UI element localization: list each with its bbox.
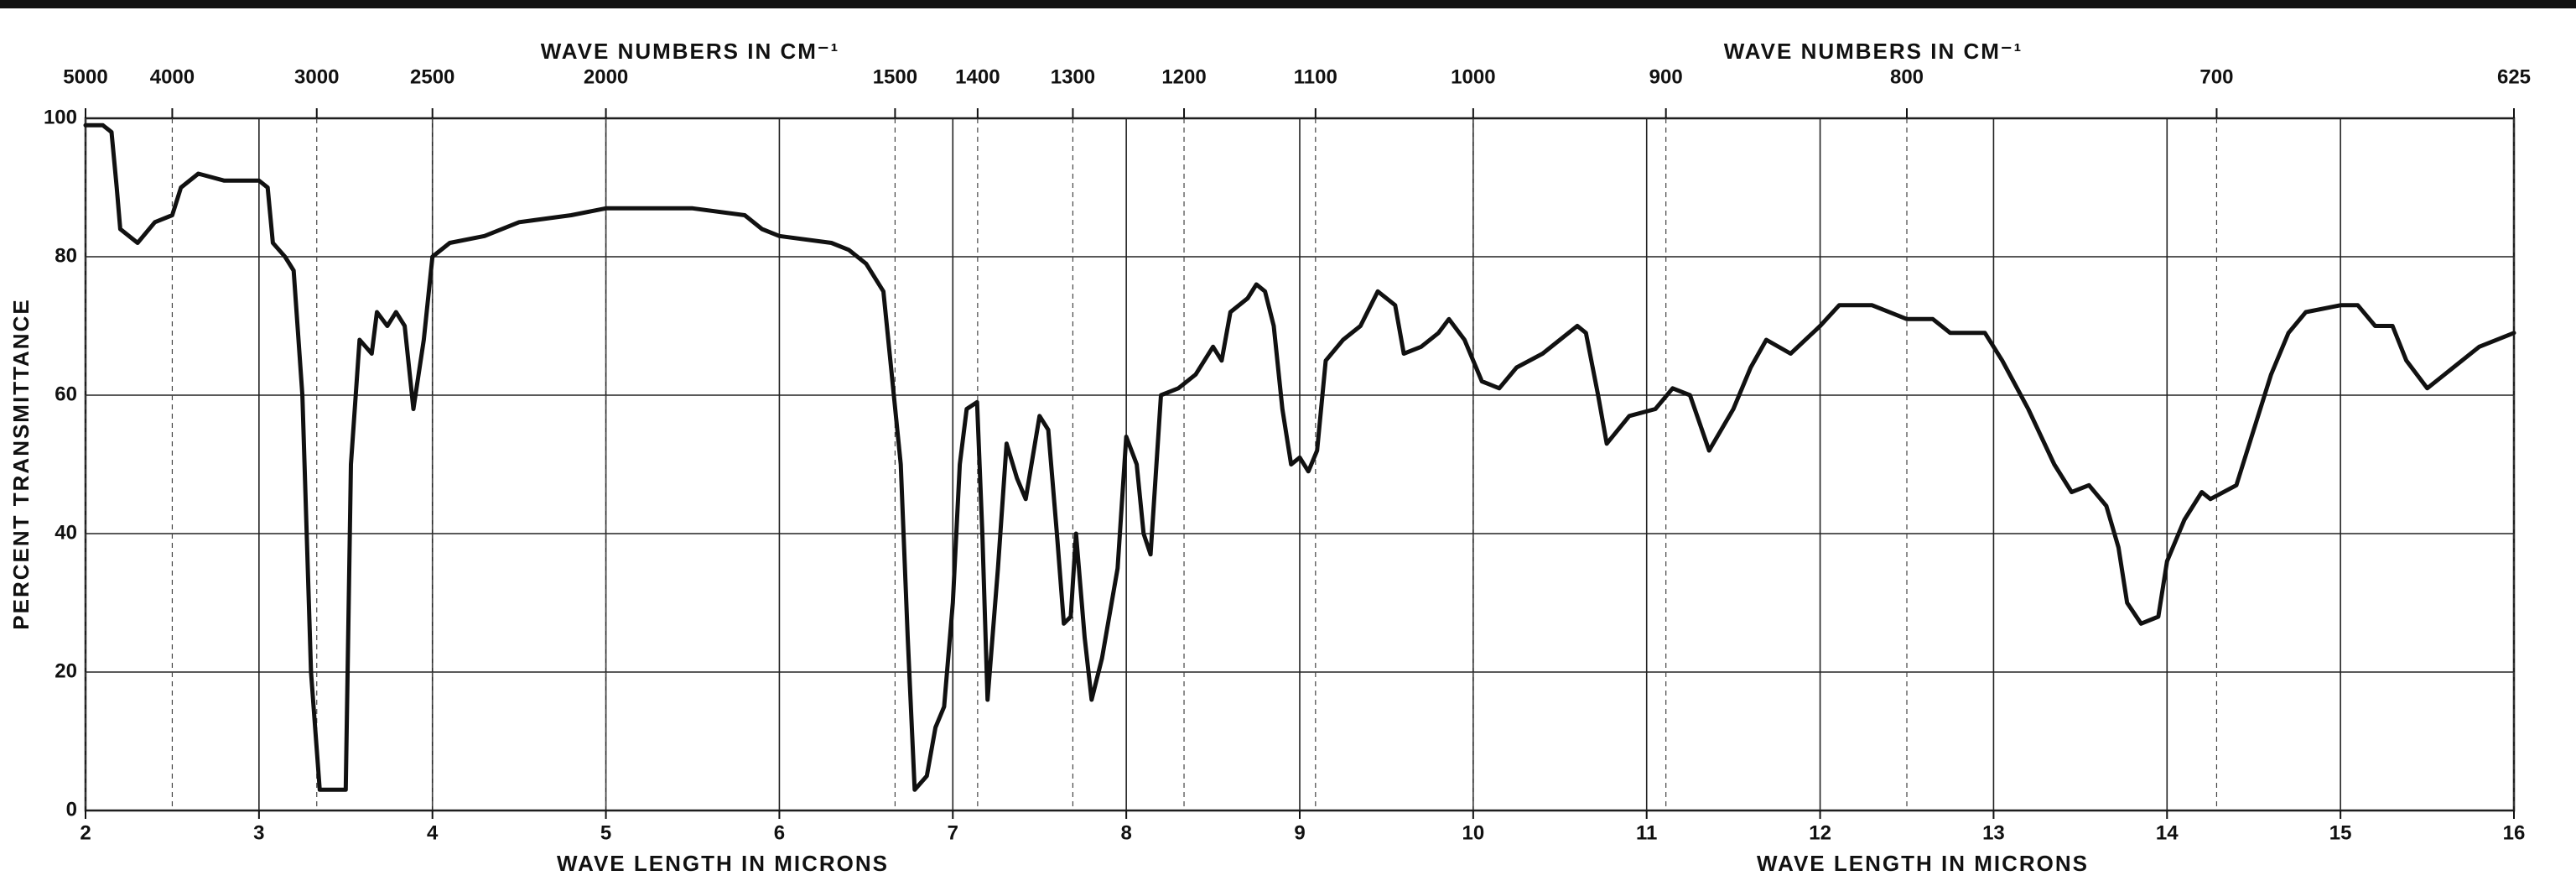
- x-tick-label: 8: [1120, 821, 1131, 844]
- x-tick-label: 6: [774, 821, 785, 844]
- x2-tick-label: 5000: [63, 65, 107, 88]
- x-tick-label: 3: [253, 821, 264, 844]
- x2-tick-label: 3000: [294, 65, 339, 88]
- x-tick-label: 9: [1294, 821, 1305, 844]
- y-axis-title: PERCENT TRANSMITTANCE: [8, 298, 34, 629]
- x-tick-label: 15: [2329, 821, 2352, 844]
- x2-axis-title: WAVE NUMBERS IN CM⁻¹: [1724, 39, 2023, 64]
- x2-tick-label: 1200: [1161, 65, 1206, 88]
- x2-tick-label: 625: [2497, 65, 2531, 88]
- y-tick-label: 60: [55, 383, 77, 405]
- x-tick-label: 7: [948, 821, 958, 844]
- x-tick-label: 14: [2156, 821, 2179, 844]
- spectrum-line: [83, 122, 2516, 792]
- x2-tick-label: 1000: [1451, 65, 1495, 88]
- x-tick-label: 2: [80, 821, 91, 844]
- x2-tick-label: 2500: [410, 65, 454, 88]
- x2-tick-label: 2000: [584, 65, 628, 88]
- x-tick-label: 5: [600, 821, 611, 844]
- y-tick-label: 80: [55, 244, 77, 267]
- y-tick-label: 20: [55, 659, 77, 682]
- x2-tick-label: 1300: [1051, 65, 1095, 88]
- x-tick-label: 4: [427, 821, 439, 844]
- x2-axis-title: WAVE NUMBERS IN CM⁻¹: [541, 39, 840, 64]
- x2-tick-label: 1100: [1294, 65, 1337, 88]
- top-border: [0, 0, 2576, 8]
- x2-tick-label: 1400: [955, 65, 1000, 88]
- x-axis-title: WAVE LENGTH IN MICRONS: [557, 851, 889, 876]
- x2-tick-label: 800: [1890, 65, 1924, 88]
- x2-tick-label: 700: [2199, 65, 2233, 88]
- x2-tick-label: 1500: [873, 65, 917, 88]
- x2-tick-label: 900: [1649, 65, 1683, 88]
- y-tick-label: 100: [44, 106, 77, 128]
- x-tick-label: 16: [2503, 821, 2526, 844]
- x2-tick-label: 4000: [150, 65, 195, 88]
- x-tick-label: 12: [1809, 821, 1831, 844]
- y-tick-label: 0: [66, 798, 77, 821]
- x-tick-label: 11: [1636, 821, 1657, 844]
- x-axis-title: WAVE LENGTH IN MICRONS: [1757, 851, 2089, 876]
- x-tick-label: 13: [1982, 821, 2005, 844]
- x-tick-label: 10: [1462, 821, 1485, 844]
- y-tick-label: 40: [55, 521, 77, 544]
